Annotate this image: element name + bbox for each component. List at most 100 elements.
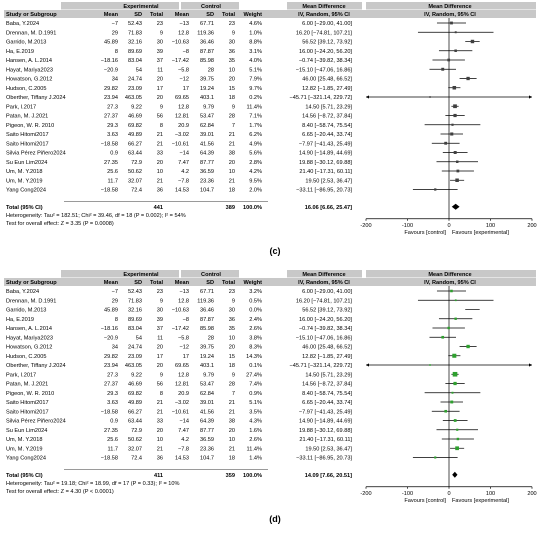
ctrl-total: 18 bbox=[229, 363, 235, 369]
exp-sd: 46.69 bbox=[128, 382, 142, 388]
ctrl-sd: 87.87 bbox=[200, 317, 214, 323]
study-ci: 8.40 [−58.74, 75.54] bbox=[302, 123, 352, 129]
ctrl-mean: −12 bbox=[180, 77, 190, 83]
study-marker bbox=[456, 437, 460, 441]
ctrl-total: 20 bbox=[229, 77, 235, 83]
ctrl-total: 9 bbox=[232, 372, 235, 378]
favours-control-label: Favours [control] bbox=[404, 498, 446, 504]
study-marker bbox=[454, 299, 457, 302]
ctrl-mean: −10.63 bbox=[172, 40, 189, 46]
study-row: Oberther, Tiffany J.2024 23.94 463.05 20 69.… bbox=[6, 363, 532, 369]
exp-mean: 27.37 bbox=[104, 114, 118, 120]
study-row: Um, M. Y.2019 11.7 32.07 21 −7.8 23.36 21 9.5% 1… bbox=[6, 178, 465, 184]
exp-total: 37 bbox=[157, 58, 163, 64]
ctrl-sd: 64.39 bbox=[200, 151, 214, 157]
study-name: Yang Cong2024 bbox=[6, 188, 46, 194]
ctrl-mean: 12.81 bbox=[175, 114, 189, 120]
ctrl-total: 35 bbox=[229, 58, 235, 64]
ctrl-mean: 20.9 bbox=[178, 123, 189, 129]
ctrl-total: 28 bbox=[229, 382, 235, 388]
exp-mean: 11.7 bbox=[108, 178, 118, 184]
header-row-bg bbox=[4, 10, 536, 18]
study-ci: 14.90 [−14.89, 44.69] bbox=[299, 419, 352, 425]
exp-mean: 27.3 bbox=[107, 372, 118, 378]
ctrl-sd: 62.84 bbox=[200, 123, 214, 129]
study-ci: −0.74 [−39.82, 38.34] bbox=[299, 326, 353, 332]
exp-sd: 52.43 bbox=[128, 289, 142, 295]
study-name: Baba, Y.2024 bbox=[6, 21, 39, 27]
study-weight: 2.0% bbox=[249, 188, 262, 194]
x-tick-label: -200 bbox=[360, 223, 371, 229]
ctrl-sd: 403.1 bbox=[200, 95, 214, 101]
study-ci: 19.88 [−30.12, 69.88] bbox=[299, 160, 352, 166]
study-name: Pigeon, W. R. 2010 bbox=[6, 391, 54, 397]
study-marker bbox=[452, 353, 457, 358]
exp-sd: 52.43 bbox=[128, 21, 142, 27]
x-tick-label: 0 bbox=[447, 223, 450, 229]
ctrl-total: 18 bbox=[229, 95, 235, 101]
ctrl-sd: 36.46 bbox=[200, 308, 214, 314]
heterogeneity-text: Heterogeneity: Tau² = 19.18; Chi² = 18.9… bbox=[6, 481, 179, 487]
study-row: Saito Hitomi2017 3.63 49.89 21 −3.02 39.01 21 5… bbox=[6, 400, 464, 406]
exp-total: 20 bbox=[157, 345, 163, 351]
ctrl-sd: 23.36 bbox=[200, 446, 214, 452]
ctrl-sd: 19.24 bbox=[200, 354, 214, 360]
ctrl-sd: 87.87 bbox=[200, 49, 214, 55]
exp-sd: 46.69 bbox=[128, 114, 142, 120]
study-name: Park, I.2017 bbox=[6, 372, 36, 378]
ctrl-mean: −10.61 bbox=[172, 141, 189, 147]
study-name: Su Eun Lim2024 bbox=[6, 160, 47, 166]
ctrl-mean: 69.65 bbox=[175, 95, 189, 101]
exp-mean: 23.94 bbox=[104, 363, 118, 369]
study-name: Hansen, A. L.2014 bbox=[6, 326, 52, 332]
total-row: Total (95% CI) 411 359 100.0% 14.09 [7.66, 2… bbox=[6, 469, 458, 479]
study-name: Patan, M. J.2021 bbox=[6, 382, 48, 388]
exp-sd: 23.09 bbox=[128, 86, 142, 92]
exp-sd: 72.9 bbox=[131, 160, 142, 166]
exp-total: 56 bbox=[157, 382, 163, 388]
study-name: Um, M. Y.2018 bbox=[6, 169, 42, 175]
ctrl-sd: 28 bbox=[208, 335, 214, 341]
study-row: Garrido, M.2013 45.89 32.16 30 −10.63 36.46 30… bbox=[6, 308, 480, 314]
study-row: Um, M. Y.2018 25.6 50.62 10 4.2 36.59 10 2.6% 21… bbox=[6, 437, 474, 443]
total-exp-n: 441 bbox=[154, 205, 163, 211]
study-ci: −15.10 [−47.06, 16.86] bbox=[296, 335, 353, 341]
study-weight: 3.1% bbox=[249, 49, 262, 55]
ctrl-mean: 7.47 bbox=[178, 160, 189, 166]
ctrl-sd: 23.36 bbox=[200, 178, 214, 184]
ctrl-mean: 7.47 bbox=[178, 428, 189, 434]
study-row: Drennan, M. D.1991 29 71.83 9 12.8 119.36 9 1.0… bbox=[6, 30, 494, 36]
header-weight: Weight bbox=[243, 280, 262, 286]
study-weight: 8.3% bbox=[249, 345, 262, 351]
exp-sd: 24.74 bbox=[128, 77, 142, 83]
study-ci: 12.82 [−1.85, 27.49] bbox=[302, 354, 352, 360]
exp-total: 33 bbox=[157, 151, 163, 157]
ctrl-total: 9 bbox=[232, 30, 235, 36]
study-ci: 46.00 [25.48, 66.52] bbox=[302, 77, 352, 83]
exp-sd: 32.16 bbox=[128, 40, 142, 46]
ctrl-total: 36 bbox=[229, 317, 235, 323]
study-row: Yang Cong2024 −18.58 72.4 36 14.53 104.7 18 2.0… bbox=[6, 188, 458, 194]
study-ci: 21.40 [−17.31, 60.11] bbox=[299, 437, 352, 443]
ctrl-total: 10 bbox=[229, 67, 235, 73]
study-weight: 11.4% bbox=[247, 446, 262, 452]
study-row: Baba, Y.2024 −7 52.43 23 −13 67.71 23 4.6% 6.00 … bbox=[6, 21, 467, 27]
study-ci: 21.40 [−17.31, 60.11] bbox=[299, 169, 352, 175]
exp-mean: 25.6 bbox=[107, 169, 118, 175]
ctrl-sd: 39.01 bbox=[200, 132, 214, 138]
study-name: Patan, M. J.2021 bbox=[6, 114, 48, 120]
ctrl-total: 21 bbox=[229, 446, 235, 452]
study-marker bbox=[450, 400, 454, 404]
study-row: Saito Hitomi2017 3.63 49.89 21 −3.02 39.01 21 6… bbox=[6, 132, 464, 138]
exp-mean: 29.3 bbox=[107, 123, 118, 129]
ctrl-total: 38 bbox=[229, 419, 235, 425]
ctrl-total: 18 bbox=[229, 188, 235, 194]
total-label: Total (95% CI) bbox=[6, 473, 43, 479]
exp-sd: 23.09 bbox=[128, 354, 142, 360]
exp-total: 36 bbox=[157, 188, 163, 194]
study-ci: 46.00 [25.48, 66.52] bbox=[302, 345, 352, 351]
study-ci: −45.71 [−321.14, 229.72] bbox=[289, 363, 352, 369]
ctrl-sd: 41.56 bbox=[200, 141, 214, 147]
exp-mean: 27.37 bbox=[104, 382, 118, 388]
